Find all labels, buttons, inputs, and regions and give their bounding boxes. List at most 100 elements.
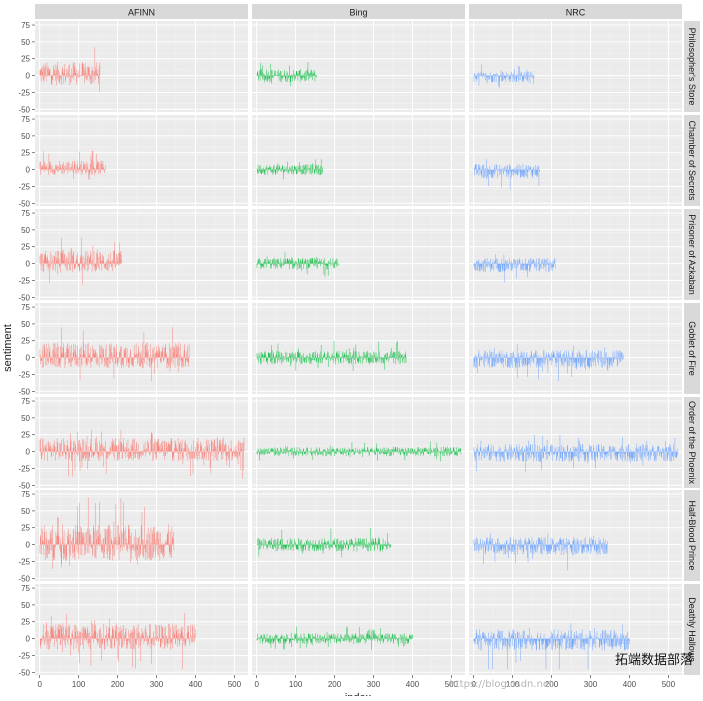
- sentiment-bar: [166, 352, 167, 357]
- sentiment-bar: [515, 447, 516, 451]
- sentiment-bar: [160, 352, 161, 358]
- sentiment-bar: [568, 445, 569, 451]
- sentiment-bar: [322, 262, 323, 263]
- sentiment-bar: [127, 452, 128, 457]
- sentiment-bar: [495, 74, 496, 76]
- sentiment-bar: [104, 449, 105, 452]
- sentiment-bar: [96, 358, 97, 365]
- sentiment-bar: [372, 452, 373, 453]
- sentiment-bar: [475, 74, 476, 76]
- sentiment-bar: [301, 355, 302, 357]
- sentiment-bar: [134, 345, 135, 357]
- sentiment-bar: [636, 448, 637, 452]
- sentiment-bar: [517, 452, 518, 459]
- sentiment-bar: [570, 358, 571, 360]
- sentiment-bar: [583, 450, 584, 452]
- sentiment-bar: [505, 358, 506, 366]
- sentiment-bar: [264, 264, 265, 269]
- sentiment-bar: [489, 358, 490, 368]
- sentiment-bar: [44, 161, 45, 170]
- sentiment-bar: [137, 353, 138, 357]
- sentiment-bar: [67, 76, 68, 78]
- sentiment-bar: [111, 264, 112, 268]
- sentiment-bar: [481, 358, 482, 361]
- sentiment-bar: [340, 450, 341, 452]
- sentiment-bar: [286, 452, 287, 454]
- sentiment-bar: [313, 352, 314, 357]
- sentiment-bar: [538, 262, 539, 264]
- sentiment-bar: [89, 67, 90, 75]
- sentiment-bar: [619, 358, 620, 363]
- sentiment-bar: [316, 170, 317, 171]
- sentiment-bar: [622, 358, 623, 361]
- row-label: Chamber of Secrets: [687, 120, 697, 201]
- sentiment-bar: [165, 441, 166, 452]
- sentiment-bar: [555, 259, 556, 264]
- sentiment-bar: [653, 452, 654, 456]
- sentiment-bar: [141, 452, 142, 454]
- y-tick-label: 25: [21, 55, 30, 64]
- sentiment-bar: [292, 166, 293, 170]
- sentiment-bar: [71, 76, 72, 83]
- sentiment-bar: [518, 358, 519, 364]
- sentiment-bar: [432, 452, 433, 453]
- sentiment-bar: [93, 76, 94, 83]
- sentiment-bar: [501, 264, 502, 265]
- panel-nrc: [469, 303, 682, 394]
- sentiment-bar: [601, 352, 602, 358]
- sentiment-bar: [552, 264, 553, 268]
- sentiment-bar: [84, 264, 85, 269]
- sentiment-bar: [106, 452, 107, 474]
- sentiment-bar: [495, 354, 496, 357]
- sentiment-bar: [146, 452, 147, 453]
- sentiment-bar: [289, 66, 290, 76]
- sentiment-bar: [509, 170, 510, 174]
- sentiment-bar: [100, 452, 101, 457]
- sentiment-bar: [331, 358, 332, 359]
- sentiment-bar: [267, 73, 268, 75]
- sentiment-bar: [308, 164, 309, 169]
- sentiment-bar: [72, 264, 73, 273]
- sentiment-bar: [515, 75, 516, 76]
- sentiment-bar: [509, 358, 510, 368]
- sentiment-bar: [478, 450, 479, 451]
- sentiment-bar: [480, 170, 481, 174]
- sentiment-bar: [146, 449, 147, 451]
- sentiment-bar: [612, 449, 613, 451]
- sentiment-bar: [508, 261, 509, 264]
- sentiment-bar: [295, 358, 296, 359]
- sentiment-bar: [300, 69, 301, 76]
- sentiment-bar: [570, 357, 571, 358]
- sentiment-bar: [79, 264, 80, 270]
- sentiment-bar: [627, 448, 628, 451]
- sentiment-bar: [58, 170, 59, 172]
- sentiment-bar: [127, 358, 128, 359]
- sentiment-bar: [525, 258, 526, 263]
- sentiment-bar: [297, 264, 298, 267]
- sentiment-bar: [483, 358, 484, 365]
- sentiment-bar: [602, 452, 603, 458]
- sentiment-bar: [57, 66, 58, 75]
- sentiment-bar: [298, 259, 299, 264]
- sentiment-bar: [485, 75, 486, 76]
- sentiment-bar: [603, 358, 604, 365]
- sentiment-bar: [360, 450, 361, 451]
- sentiment-bar: [85, 76, 86, 79]
- sentiment-bar: [509, 76, 510, 80]
- sentiment-bar: [610, 446, 611, 452]
- sentiment-bar: [302, 358, 303, 364]
- sentiment-bar: [104, 261, 105, 264]
- sentiment-bar: [353, 358, 354, 371]
- sentiment-bar: [511, 358, 512, 362]
- sentiment-bar: [78, 168, 79, 170]
- sentiment-bar: [320, 358, 321, 364]
- sentiment-bar: [277, 357, 278, 358]
- sentiment-bar: [214, 452, 215, 461]
- sentiment-bar: [190, 451, 191, 452]
- sentiment-bar: [296, 261, 297, 263]
- sentiment-bar: [372, 450, 373, 451]
- sentiment-bar: [90, 170, 91, 180]
- sentiment-bar: [583, 354, 584, 357]
- sentiment-bar: [292, 76, 293, 82]
- sentiment-bar: [289, 76, 290, 78]
